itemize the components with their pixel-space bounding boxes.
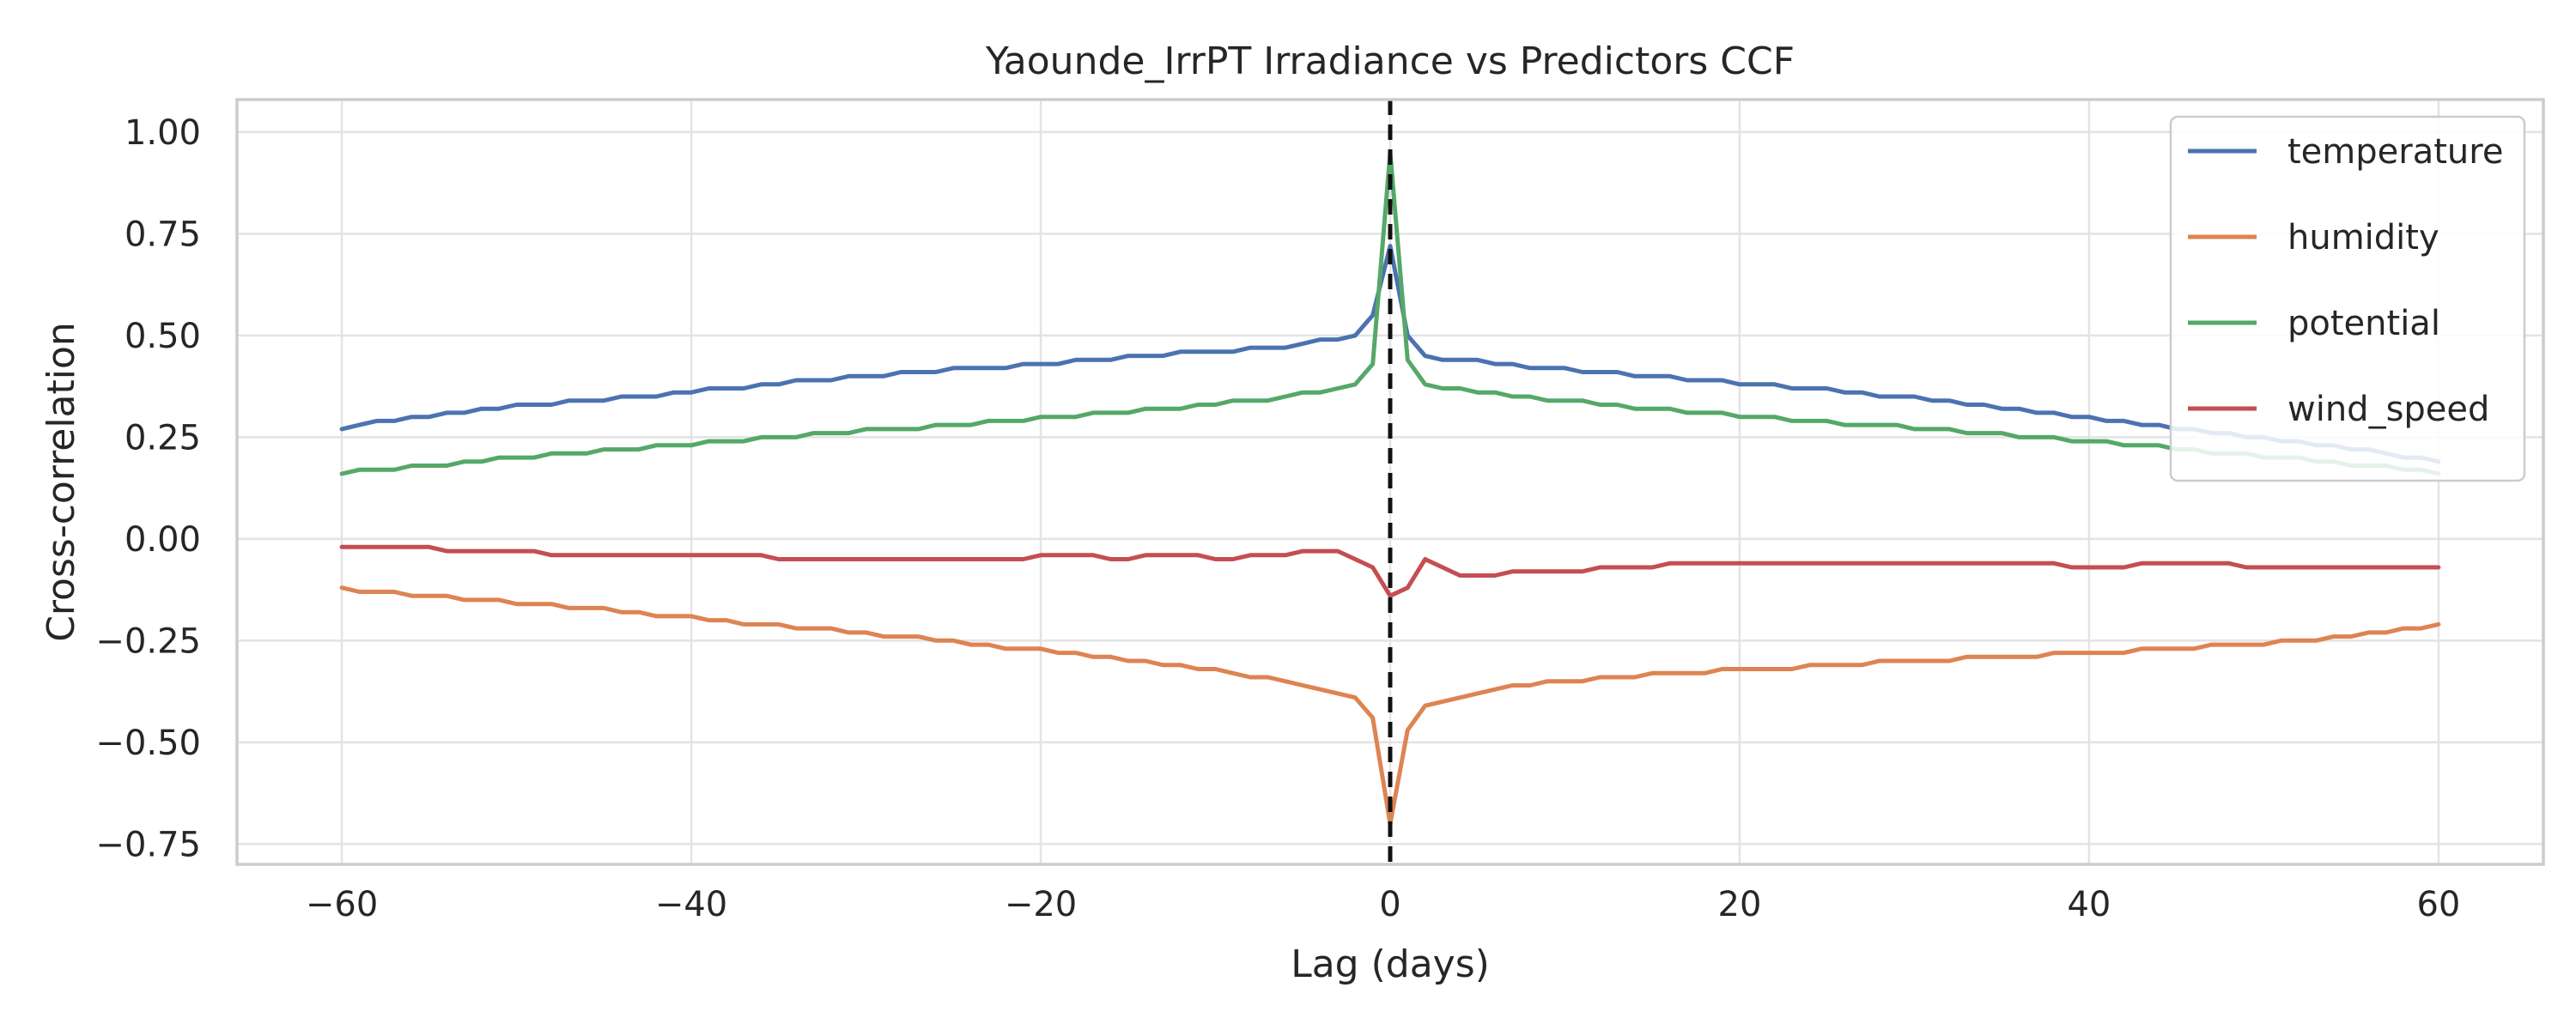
y-tick-label: −0.75 <box>95 825 201 864</box>
y-tick-label: 0.50 <box>125 317 201 356</box>
x-tick-label: −20 <box>1005 885 1077 924</box>
x-tick-label: −60 <box>306 885 378 924</box>
legend-label-temperature: temperature <box>2287 132 2503 172</box>
legend-box <box>2169 115 2526 482</box>
x-tick-label: 0 <box>1379 885 1400 924</box>
y-tick-label: 0.25 <box>125 418 201 457</box>
x-tick-label: −40 <box>655 885 727 924</box>
legend-label-humidity: humidity <box>2287 218 2439 258</box>
plot-frame <box>235 98 2545 866</box>
x-tick-label: 20 <box>1718 885 1762 924</box>
tick-layer: −60 −40 −20 0 20 40 60 −0.75 −0.50 −0.25 0.00 0.25 0… <box>95 113 2460 924</box>
series-line-temperature <box>339 244 2441 464</box>
y-tick-label: 0.75 <box>125 215 201 254</box>
series-line-wind-speed <box>339 544 2441 598</box>
y-tick-label: 0.00 <box>125 520 201 560</box>
y-axis-label: Cross-correlation <box>39 322 83 642</box>
x-tick-label: 40 <box>2067 885 2111 924</box>
chart-title: Yaounde_IrrPT Irradiance vs Predictors C… <box>985 39 1795 83</box>
y-tick-label: 1.00 <box>125 113 201 153</box>
x-axis-label: Lag (days) <box>1291 942 1490 986</box>
legend-label-wind-speed: wind_speed <box>2287 390 2489 429</box>
legend-label-potential: potential <box>2287 304 2440 343</box>
legend: temperature humidity potential wind_speed <box>2169 115 2526 482</box>
y-tick-label: −0.25 <box>95 621 201 661</box>
y-tick-label: −0.50 <box>95 724 201 763</box>
x-tick-label: 60 <box>2416 885 2460 924</box>
